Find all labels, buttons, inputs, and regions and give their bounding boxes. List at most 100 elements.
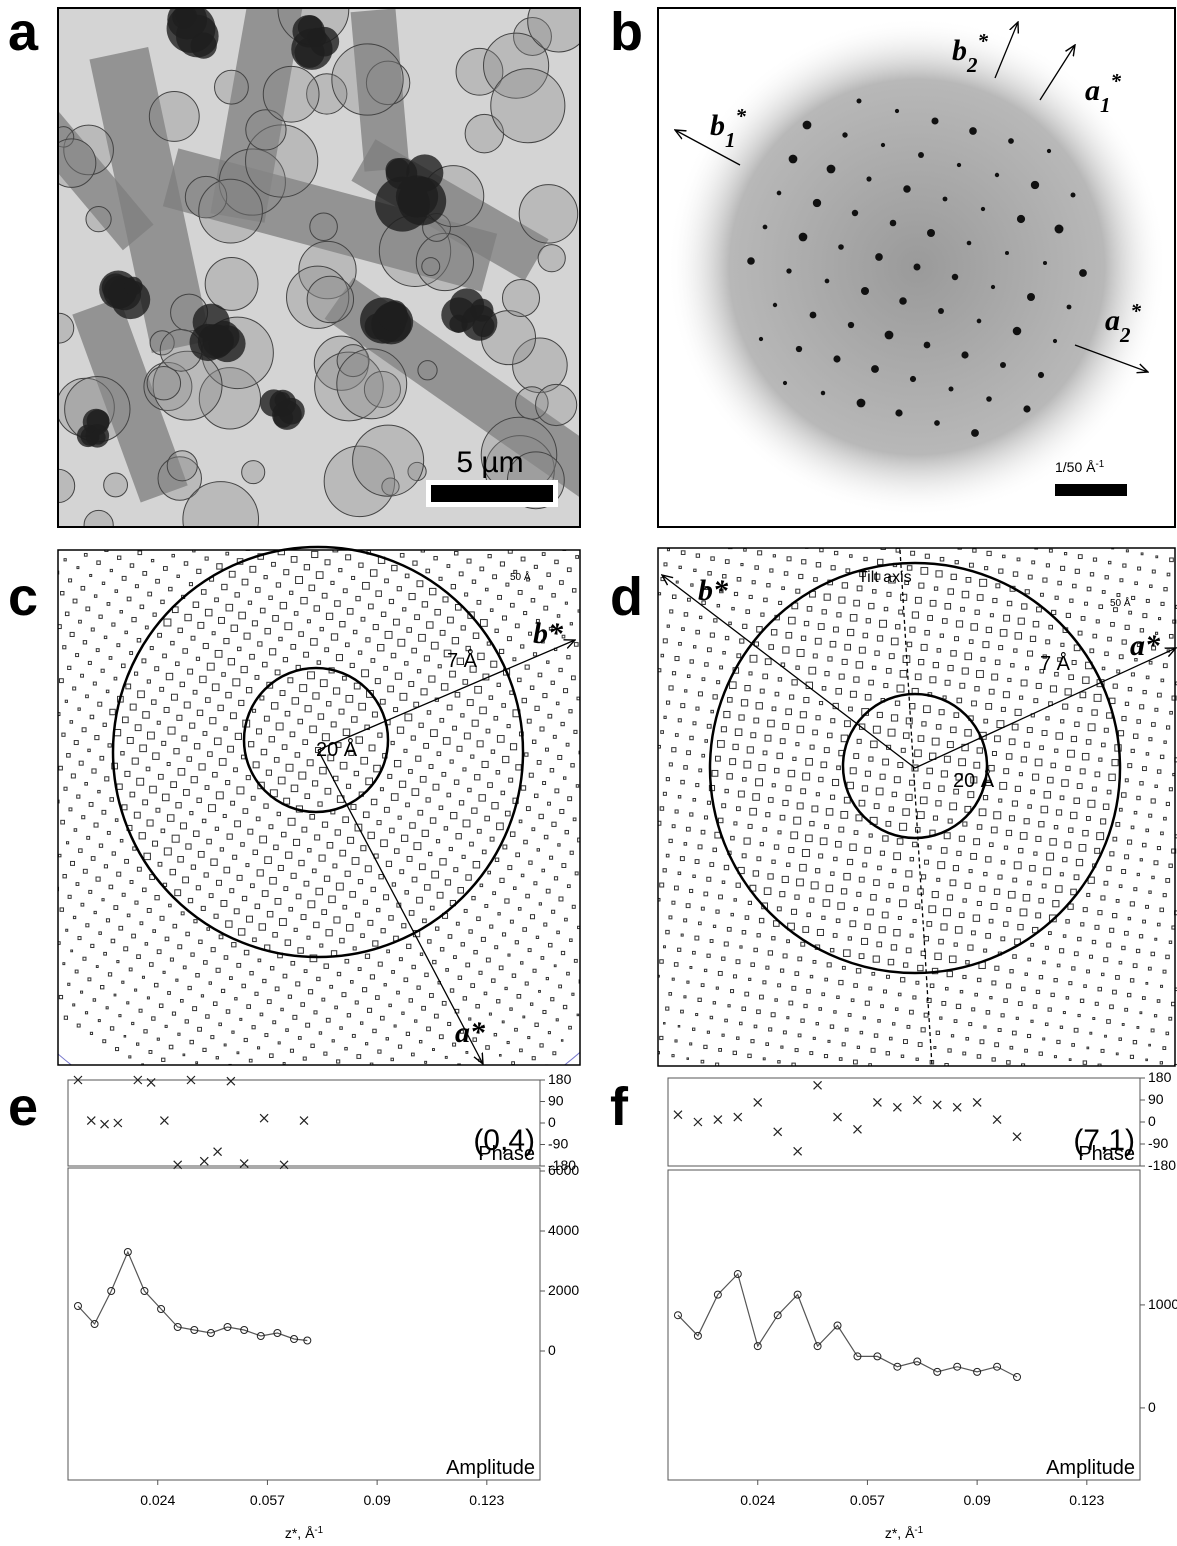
reflection [610, 788, 612, 790]
reflection [865, 847, 871, 853]
reflection [1089, 1108, 1092, 1111]
reflection [980, 1040, 984, 1044]
reflection [595, 638, 599, 642]
reflection [414, 1107, 417, 1110]
reflection [648, 811, 650, 813]
reflection [242, 896, 246, 900]
reflection [224, 956, 228, 960]
reflection [239, 612, 246, 619]
reflection [962, 591, 968, 597]
reflection [216, 1057, 218, 1059]
reflection [460, 1118, 462, 1120]
reflection [216, 880, 221, 885]
reflection [243, 809, 248, 814]
reflection [565, 602, 567, 604]
reflection [694, 593, 696, 595]
reflection [710, 633, 714, 637]
reflection [632, 496, 634, 498]
reflection [218, 1111, 220, 1113]
reflection [1151, 799, 1155, 803]
reflection [774, 845, 778, 849]
reflection [552, 822, 556, 826]
reflection [263, 979, 266, 982]
reflection [219, 1023, 222, 1026]
reflection [96, 649, 99, 652]
reflection [746, 533, 750, 537]
reflection [117, 961, 119, 963]
reflection [969, 1099, 971, 1101]
reflection [590, 931, 593, 934]
reflection [172, 554, 174, 556]
reflection [180, 682, 184, 686]
reflection [619, 917, 621, 919]
reflection [473, 861, 479, 867]
reflection [1061, 643, 1064, 646]
reflection [596, 867, 599, 870]
reflection [664, 698, 667, 701]
reflection [770, 569, 773, 572]
reflection [305, 706, 311, 712]
reflection [78, 937, 81, 940]
reflection [140, 605, 144, 609]
reflection [1164, 588, 1167, 591]
reflection [1169, 941, 1171, 943]
diffraction-spot [848, 322, 854, 328]
reflection [340, 938, 344, 942]
reflection [260, 608, 265, 613]
reflection [33, 522, 35, 524]
reflection [1013, 955, 1017, 959]
reflection [347, 1102, 349, 1104]
reflection [426, 798, 430, 802]
reflection [679, 848, 681, 850]
reflection [593, 763, 596, 766]
reflection [144, 853, 150, 859]
reflection [359, 703, 366, 710]
reflection [714, 619, 717, 622]
reflection [966, 578, 971, 583]
reflection [491, 750, 494, 753]
reflection [518, 591, 522, 595]
reflection [1092, 940, 1095, 943]
reflection [203, 732, 207, 736]
reflection [924, 1013, 928, 1017]
reflection [320, 539, 325, 544]
reflection [296, 577, 303, 584]
reflection [377, 821, 381, 825]
reflection [385, 579, 389, 583]
reflection [117, 872, 121, 876]
reflection [255, 992, 258, 995]
reflection [233, 855, 237, 859]
reflection [528, 1037, 530, 1039]
reflection [635, 557, 638, 560]
diffraction-spot [852, 210, 858, 216]
reflection [786, 632, 792, 638]
diffraction-spot [967, 241, 972, 246]
reflection [1054, 979, 1057, 982]
reflection [1039, 976, 1042, 979]
reflection [1036, 990, 1039, 993]
reflection [620, 741, 624, 745]
reflection [602, 1025, 604, 1027]
reflection [223, 814, 226, 817]
reflection [716, 987, 718, 989]
reflection [371, 887, 375, 891]
reflection [1055, 596, 1058, 599]
reflection [30, 556, 33, 559]
reflection [68, 666, 71, 669]
vector-label-part: b [710, 109, 725, 142]
reflection [621, 883, 624, 886]
reflection [841, 889, 846, 894]
reflection [299, 772, 306, 779]
reflection [951, 651, 956, 656]
reflection [399, 958, 402, 961]
reflection [388, 774, 392, 778]
reflection [94, 823, 98, 827]
reflection [679, 642, 682, 645]
reflection [447, 705, 452, 710]
reflection [857, 739, 861, 743]
reflection [672, 901, 675, 904]
reflection [672, 1055, 674, 1057]
reflection [647, 669, 650, 672]
reflection [630, 877, 634, 881]
reflection [183, 1054, 185, 1056]
